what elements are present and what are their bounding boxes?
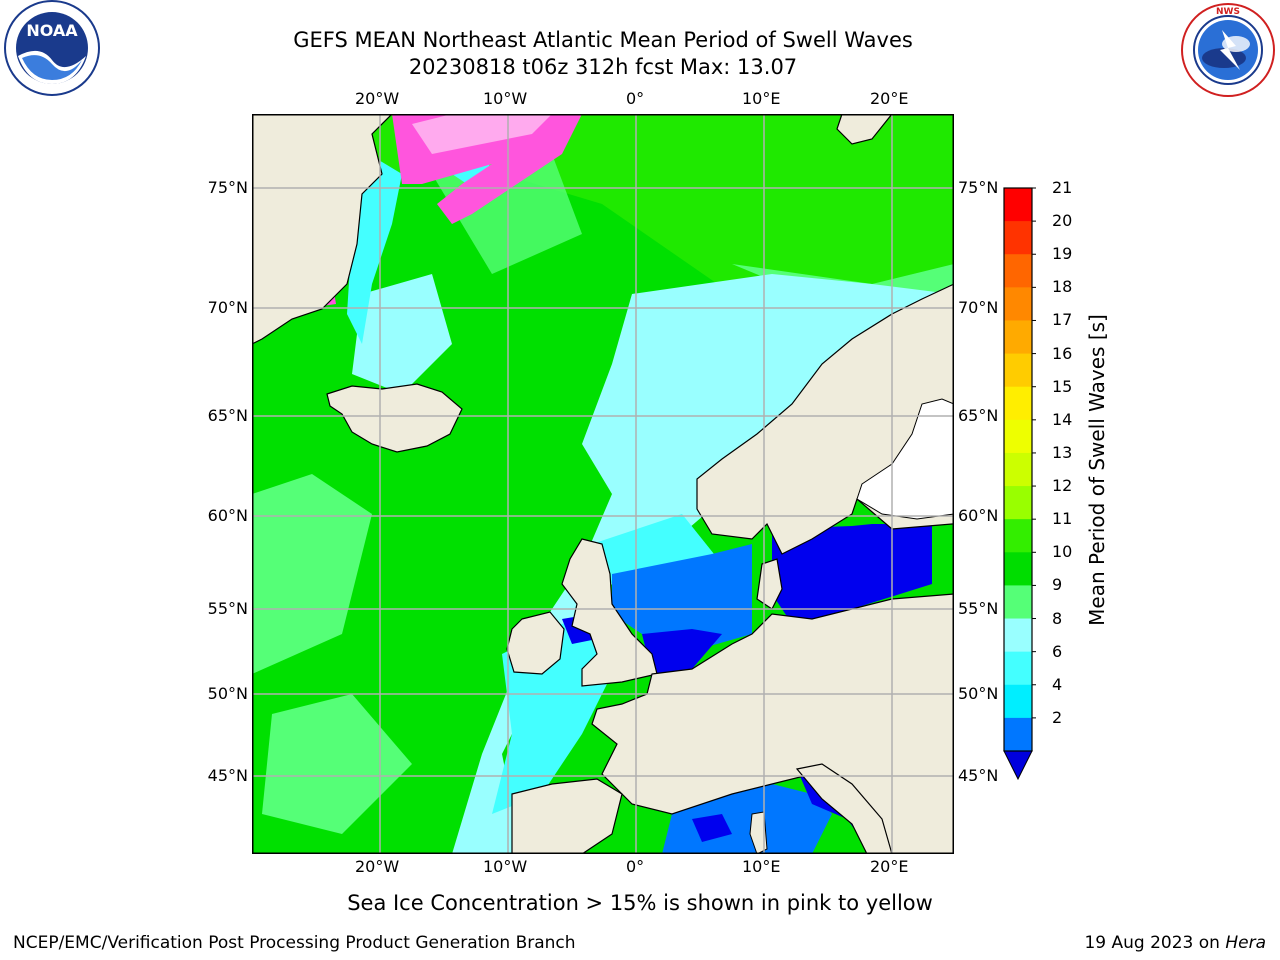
map-title: GEFS MEAN Northeast Atlantic Mean Period… (293, 28, 913, 52)
iceland (326, 383, 463, 453)
colorbar-bin (1004, 419, 1032, 454)
lat-label-left: 60°N (207, 506, 248, 525)
footer-date: 19 Aug 2023 on Hera (1084, 933, 1266, 953)
lon-label-top: 10°W (483, 89, 528, 108)
svg-text:NWS: NWS (1216, 7, 1240, 17)
iberia (511, 778, 623, 854)
colorbar-tick-label: 18 (1052, 277, 1073, 297)
lat-label-left: 50°N (207, 684, 248, 703)
colorbar-tick-label: 12 (1052, 476, 1073, 496)
lon-label-bottom: 20°E (870, 857, 909, 876)
footer-machine: Hera (1225, 933, 1266, 953)
nws-logo: NWS (1181, 3, 1275, 97)
ireland (506, 611, 565, 675)
colorbar-bin (1004, 287, 1032, 321)
colorbar-tick-label: 21 (1052, 178, 1073, 197)
noaa-logo-text: NOAA (26, 21, 78, 40)
lat-label-right: 75°N (958, 178, 999, 197)
colorbar-bin (1004, 486, 1032, 520)
graticule (252, 114, 954, 854)
lat-label-right: 60°N (958, 506, 999, 525)
colorbar-tick-label: 2 (1052, 707, 1063, 727)
colorbar-bin (1004, 188, 1032, 222)
colorbar-tick-label: 13 (1052, 442, 1073, 462)
lat-label-right: 50°N (958, 684, 999, 703)
colorbar-bin (1004, 717, 1032, 752)
colorbar-bin (1004, 353, 1032, 388)
lon-label-bottom: 20°W (355, 857, 400, 876)
colorbar-bin (1004, 320, 1032, 355)
lon-label-bottom: 10°W (483, 857, 528, 876)
map-subtitle: 20230818 t06z 312h fcst Max: 13.07 (408, 55, 798, 79)
colorbar-tick-label: 15 (1052, 376, 1073, 396)
swell-period-map (252, 114, 954, 854)
colorbar-tick-label: 11 (1052, 509, 1073, 529)
lat-label-right: 65°N (958, 406, 999, 425)
colorbar-bin (1004, 452, 1032, 487)
colorbar-bin (1004, 684, 1032, 719)
colorbar-bin (1004, 221, 1032, 255)
lon-label-bottom: 0° (626, 857, 645, 876)
colorbar-tick-label: 9 (1052, 575, 1063, 595)
lat-label-right: 55°N (958, 599, 999, 618)
lat-label-right: 45°N (958, 766, 999, 785)
footer-credit: NCEP/EMC/Verification Post Processing Pr… (13, 933, 576, 953)
lon-label-top: 20°E (870, 89, 909, 108)
lat-label-right: 70°N (958, 298, 999, 317)
colorbar-bin (1004, 386, 1032, 421)
colorbar (1003, 187, 1036, 781)
lat-label-left: 65°N (207, 406, 248, 425)
lat-label-left: 55°N (207, 599, 248, 618)
colorbar-label: Mean Period of Swell Waves [s] (1085, 314, 1109, 626)
colorbar-bin (1004, 519, 1032, 553)
lat-label-left: 70°N (207, 298, 248, 317)
lon-label-top: 10°E (742, 89, 781, 108)
colorbar-extend-arrow (1003, 750, 1033, 781)
sea-ice-note: Sea Ice Concentration > 15% is shown in … (347, 891, 933, 915)
colorbar-tick-label: 19 (1052, 244, 1073, 264)
colorbar-tick-label: 4 (1052, 674, 1063, 694)
colorbar-tick-label: 20 (1052, 211, 1073, 231)
colorbar-bin (1004, 552, 1032, 586)
colorbar-bin (1004, 651, 1032, 686)
lon-label-bottom: 10°E (742, 857, 781, 876)
lat-label-left: 75°N (207, 178, 248, 197)
colorbar-tick-label: 6 (1052, 641, 1063, 661)
lon-label-top: 0° (626, 89, 645, 108)
colorbar-tick-label: 17 (1052, 310, 1073, 330)
colorbar-bin (1004, 585, 1032, 620)
colorbar-tick-label: 14 (1052, 409, 1073, 429)
colorbar-bin (1004, 618, 1032, 653)
colorbar-tick-label: 16 (1052, 343, 1073, 363)
colorbar-tick-label: 10 (1052, 542, 1073, 562)
colorbar-tick-label: 8 (1052, 608, 1063, 628)
lat-label-left: 45°N (207, 766, 248, 785)
great-britain (561, 538, 658, 687)
noaa-logo: NOAA (4, 0, 100, 96)
colorbar-bin (1004, 254, 1032, 288)
lon-label-top: 20°W (355, 89, 400, 108)
greenland (252, 114, 393, 345)
